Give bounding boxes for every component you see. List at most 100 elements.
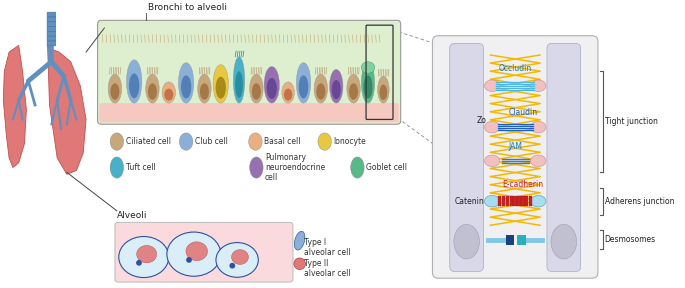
Bar [502,196,506,206]
Ellipse shape [316,83,325,100]
FancyBboxPatch shape [47,41,55,46]
Text: E-cadherin: E-cadherin [502,180,543,189]
Ellipse shape [351,157,364,178]
Ellipse shape [284,89,292,101]
Text: Adherens junction: Adherens junction [605,197,674,206]
Ellipse shape [164,89,173,101]
Text: Alveoli: Alveoli [117,211,147,220]
Ellipse shape [232,250,249,264]
FancyBboxPatch shape [99,103,399,122]
Text: Pulmonary
neuroendocrine
cell: Pulmonary neuroendocrine cell [265,153,325,182]
Ellipse shape [295,231,305,250]
Ellipse shape [364,75,373,98]
FancyBboxPatch shape [47,26,55,31]
Ellipse shape [379,85,387,100]
Bar [529,196,532,206]
Bar [510,196,513,206]
Ellipse shape [178,63,194,103]
Polygon shape [3,45,27,168]
Bar [506,235,514,245]
Text: Desmosomes: Desmosomes [605,235,656,244]
FancyBboxPatch shape [547,43,581,272]
Ellipse shape [297,63,311,103]
Ellipse shape [282,82,295,103]
Ellipse shape [108,74,122,103]
Ellipse shape [349,83,358,100]
Ellipse shape [198,74,211,103]
Ellipse shape [148,83,157,100]
Ellipse shape [252,83,261,100]
Ellipse shape [235,71,243,98]
Ellipse shape [551,224,577,259]
Text: Tight junction: Tight junction [605,117,658,126]
Ellipse shape [347,74,360,103]
Ellipse shape [110,133,123,150]
FancyBboxPatch shape [115,222,293,282]
Text: Type I
alveolar cell: Type I alveolar cell [304,238,351,257]
FancyBboxPatch shape [97,20,401,124]
Ellipse shape [361,62,375,73]
Ellipse shape [531,121,546,133]
Ellipse shape [484,80,500,92]
Ellipse shape [361,63,375,103]
Text: Goblet cell: Goblet cell [366,163,407,172]
Text: Catenin: Catenin [455,197,484,206]
Bar [517,235,526,245]
Ellipse shape [213,65,229,103]
Ellipse shape [229,263,235,269]
Bar [506,196,509,206]
FancyBboxPatch shape [450,43,484,272]
Text: Ionocyte: Ionocyte [334,137,366,146]
Ellipse shape [314,74,327,103]
Ellipse shape [216,242,258,277]
Ellipse shape [484,155,500,166]
Ellipse shape [531,155,546,166]
Ellipse shape [127,60,142,103]
Ellipse shape [318,133,332,150]
Ellipse shape [329,69,343,103]
Ellipse shape [186,242,208,261]
Ellipse shape [531,80,546,92]
Ellipse shape [216,77,226,99]
Ellipse shape [264,67,279,103]
Ellipse shape [146,74,159,103]
Text: Basal cell: Basal cell [264,137,301,146]
Ellipse shape [162,82,175,103]
Text: Ciliated cell: Ciliated cell [125,137,171,146]
Ellipse shape [119,236,169,278]
Ellipse shape [299,75,308,98]
Ellipse shape [332,80,340,99]
FancyBboxPatch shape [432,36,598,278]
Text: Claudin: Claudin [508,107,538,117]
Ellipse shape [377,76,389,103]
Ellipse shape [200,83,209,100]
Text: Zo: Zo [477,116,486,125]
Text: JAM: JAM [508,142,522,151]
Ellipse shape [234,57,245,103]
Ellipse shape [186,257,192,263]
Bar [521,196,525,206]
Ellipse shape [110,83,119,100]
FancyBboxPatch shape [47,17,55,22]
Ellipse shape [484,196,500,207]
Text: Occludin: Occludin [499,64,532,73]
Text: Tuft cell: Tuft cell [125,163,155,172]
FancyBboxPatch shape [47,22,55,26]
Text: Type II
alveolar cell: Type II alveolar cell [304,259,351,278]
Bar [498,196,501,206]
Ellipse shape [249,133,262,150]
Polygon shape [47,45,86,174]
Bar [525,196,528,206]
Bar [514,196,516,206]
Ellipse shape [249,74,263,103]
Ellipse shape [294,258,306,270]
Bar [517,196,521,206]
Ellipse shape [249,157,263,178]
Ellipse shape [137,245,157,263]
Ellipse shape [181,75,191,98]
Ellipse shape [129,73,139,98]
Ellipse shape [136,260,142,266]
Ellipse shape [453,224,480,259]
Ellipse shape [266,78,277,99]
Ellipse shape [110,157,123,178]
